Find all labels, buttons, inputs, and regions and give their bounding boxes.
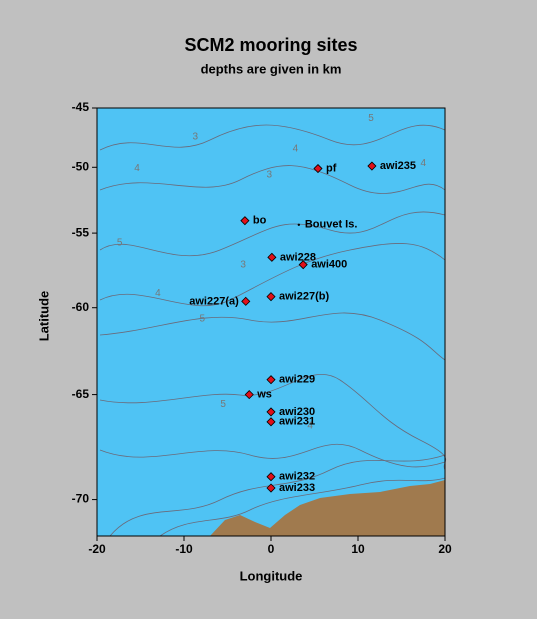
site-label: awi229 — [279, 374, 315, 386]
site-marker — [266, 417, 276, 427]
site-label: awi228 — [280, 251, 316, 263]
site-label: awi235 — [380, 160, 416, 172]
site-marker — [266, 375, 276, 385]
y-tick-label: -55 — [72, 225, 90, 239]
island-marker — [297, 223, 301, 226]
contour-label: 5 — [117, 238, 123, 249]
site-label: awi233 — [279, 482, 315, 494]
contour-label: 3 — [240, 259, 246, 270]
site-marker — [367, 161, 377, 171]
x-tick-label: 20 — [438, 542, 452, 556]
contour-label: 4 — [307, 420, 313, 431]
chart-title: SCM2 mooring sites — [184, 35, 357, 55]
chart-subtitle: depths are given in km — [201, 61, 342, 76]
site-marker — [313, 163, 323, 174]
contour-label: 4 — [420, 158, 426, 169]
land — [210, 480, 445, 536]
site-marker — [266, 407, 276, 417]
site-marker — [266, 472, 276, 482]
contour-label: 5 — [368, 113, 374, 124]
site-marker — [241, 296, 251, 306]
site-label: pf — [326, 162, 337, 174]
x-tick-label: 10 — [351, 542, 365, 556]
site-label: awi230 — [279, 406, 315, 418]
site-marker — [266, 483, 276, 493]
contours — [99, 124, 447, 537]
site-label: awi227(b) — [279, 291, 329, 303]
y-tick-label: -45 — [72, 100, 90, 114]
contour-label: 4 — [134, 163, 140, 174]
contour-label: 4 — [155, 288, 161, 299]
site-label: awi227(a) — [189, 295, 239, 307]
y-tick-label: -65 — [72, 387, 90, 401]
y-tick-label: -60 — [72, 300, 90, 314]
contour-label: 3 — [266, 169, 272, 180]
island-label: Bouvet Is. — [305, 219, 358, 231]
contour-label: 3 — [193, 132, 199, 143]
site-label: awi400 — [311, 259, 347, 271]
site-label: awi231 — [279, 416, 315, 428]
y-tick-label: -70 — [72, 492, 90, 506]
y-axis-label: Latitude — [36, 291, 51, 342]
x-tick-label: 0 — [268, 542, 275, 556]
site-label: ws — [256, 389, 272, 401]
x-tick-label: -10 — [175, 542, 193, 556]
site-marker — [244, 390, 254, 400]
site-label: awi232 — [279, 471, 315, 483]
y-tick-label: -50 — [72, 159, 90, 173]
contour-label: 5 — [199, 314, 205, 325]
site-marker — [266, 292, 276, 302]
x-tick-label: -20 — [88, 542, 106, 556]
site-label: bo — [253, 215, 267, 227]
contour-label: 4 — [293, 144, 299, 155]
site-marker — [240, 216, 250, 226]
site-marker — [267, 252, 277, 262]
site-marker — [298, 260, 308, 270]
x-axis-label: Longitude — [240, 568, 303, 583]
contour-label: 5 — [220, 399, 226, 410]
